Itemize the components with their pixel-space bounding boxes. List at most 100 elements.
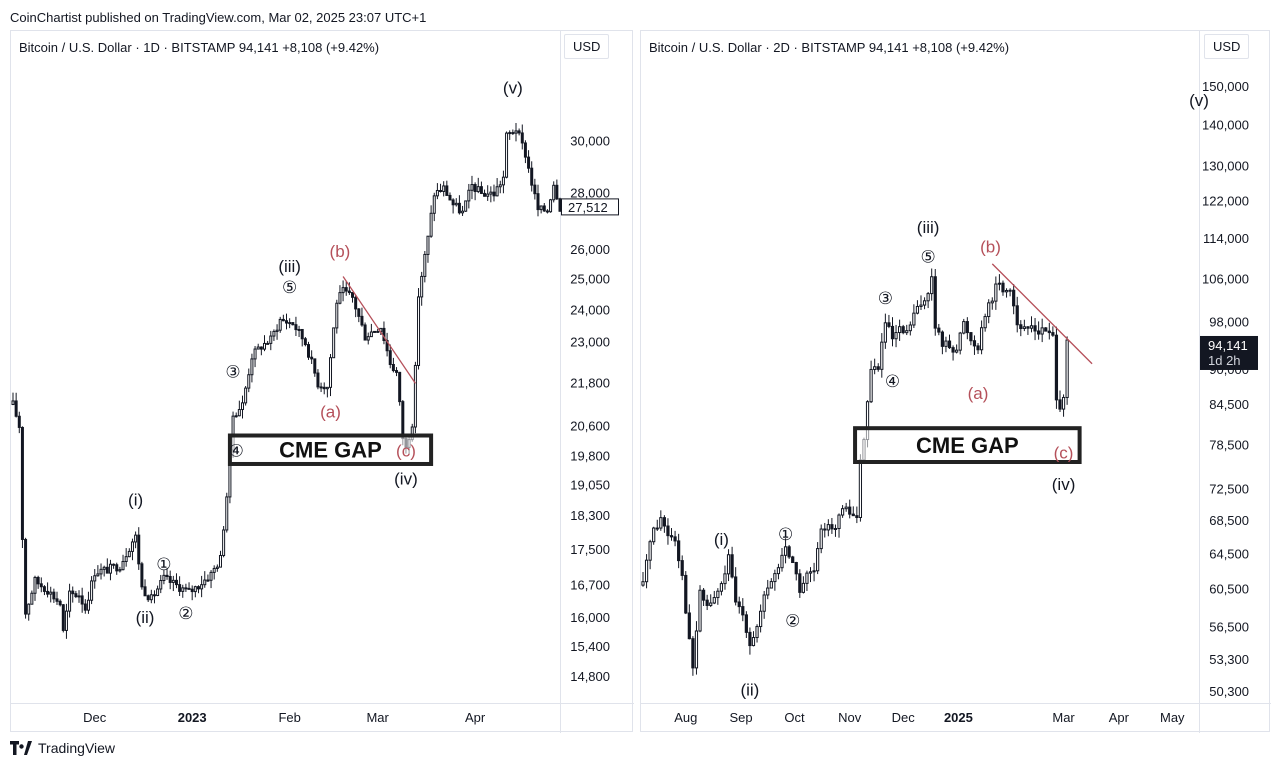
cme-gap-label: CME GAP [279,438,382,463]
candle [68,583,72,618]
bar-countdown-label: 1d 2h [1208,353,1241,368]
candle [39,577,43,593]
candle [338,285,342,305]
candle [473,182,477,201]
candle [880,333,884,378]
candle [445,180,449,196]
candle [1051,326,1055,337]
candle [187,582,191,590]
wave-label: (i) [714,530,729,549]
candle [523,140,527,164]
candle [687,604,691,640]
x-tick-label: Mar [1052,710,1075,725]
candle [1022,319,1026,332]
candle [659,510,663,531]
candle [983,313,987,332]
chart-panel-btc-2d[interactable]: Bitcoin / U.S. Dollar · 2D · BITSTAMP 94… [640,30,1271,733]
candle [134,531,138,549]
y-tick-label: 72,500 [1209,482,1249,497]
publisher-credit: CoinChartist published on TradingView.co… [10,10,427,25]
candle [181,584,185,598]
candle [876,363,880,372]
candle [545,209,549,214]
candle [1004,288,1009,298]
x-tick-label: 2023 [178,710,207,725]
candle [105,558,109,574]
candle [641,572,645,587]
candle [776,563,781,580]
candle [222,526,226,558]
candle [940,330,944,355]
candle [726,549,731,582]
candle [694,621,699,675]
candle [972,335,977,355]
wave-label: (ii) [136,608,155,627]
candle [357,308,361,323]
candle [1061,394,1066,417]
candle [310,350,314,365]
currency-button[interactable]: USD [564,34,610,59]
candle [673,530,677,547]
candle [951,345,955,361]
wave-label: (c) [396,442,416,461]
candle [278,316,282,333]
candle [319,382,323,393]
x-tick-label: Dec [83,710,107,725]
candle [808,567,813,583]
candle [174,573,178,589]
candle [737,596,741,614]
candle [86,591,90,614]
candle [990,297,994,310]
chart-panel-btc-1d[interactable]: Bitcoin / U.S. Dollar · 1D · BITSTAMP 94… [10,30,634,733]
y-tick-label: 60,500 [1209,582,1249,597]
candle [200,575,204,598]
candle [99,563,103,580]
x-tick-label: Apr [465,710,486,725]
wave-label: (ii) [740,681,759,700]
candle [244,386,248,406]
y-tick-label: 21,800 [570,375,610,390]
candle [351,292,355,303]
candle [530,161,534,192]
candle [542,203,546,212]
candle [823,522,827,538]
candle [741,598,745,622]
candle [203,571,207,588]
candle [448,192,452,201]
x-tick-label: Sep [729,710,752,725]
chart-header: Bitcoin / U.S. Dollar · 2D · BITSTAMP 94… [649,40,1010,55]
candle [652,526,656,545]
y-tick-label: 23,000 [570,335,610,350]
candle [1019,320,1023,337]
candle [165,567,169,580]
currency-button[interactable]: USD [1204,34,1250,59]
y-tick-label: 50,300 [1209,684,1249,699]
candle [118,566,122,573]
candle [794,561,798,581]
wave-label: (iii) [278,257,301,276]
candle [262,335,266,352]
wave-label: ④ [229,442,244,461]
candle [140,561,144,590]
candle [470,175,474,200]
candle [751,631,756,647]
candle [844,502,848,512]
candle [805,570,809,591]
candle [766,579,770,600]
candle [218,550,222,568]
candle [1065,336,1069,405]
wave-label: ⑤ [921,247,936,266]
x-tick-label: Oct [784,710,805,725]
x-tick-label: Feb [278,710,300,725]
candle [215,564,219,572]
candle [74,590,78,599]
candle [58,599,62,607]
x-tick-label: Nov [838,710,862,725]
candle [669,528,674,541]
candle [14,392,18,418]
candle [247,368,251,393]
candle [994,276,998,310]
y-tick-label: 150,000 [1202,79,1249,94]
candle [511,129,515,135]
footer-brand[interactable]: TradingView [10,740,115,756]
